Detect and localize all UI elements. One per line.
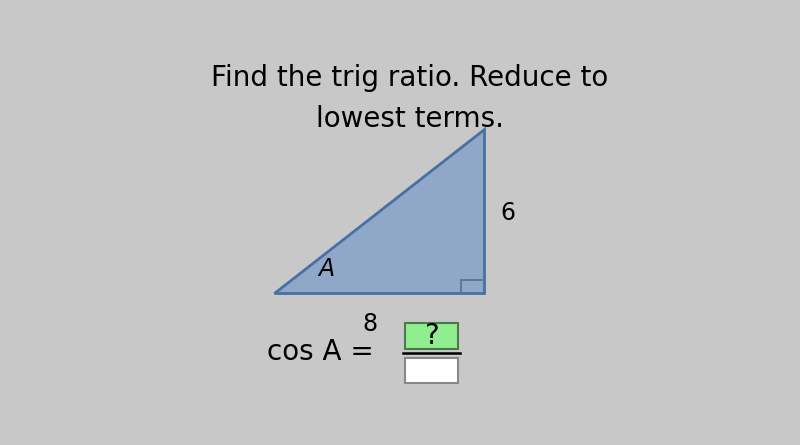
Text: Find the trig ratio. Reduce to: Find the trig ratio. Reduce to <box>211 64 609 92</box>
Text: lowest terms.: lowest terms. <box>316 105 504 133</box>
Text: cos A =: cos A = <box>267 337 383 365</box>
Text: A: A <box>318 257 334 281</box>
FancyBboxPatch shape <box>406 357 458 383</box>
Text: ?: ? <box>424 322 439 350</box>
FancyBboxPatch shape <box>406 323 458 349</box>
Text: 6: 6 <box>500 201 515 225</box>
Polygon shape <box>274 129 485 293</box>
Text: 8: 8 <box>362 312 378 336</box>
